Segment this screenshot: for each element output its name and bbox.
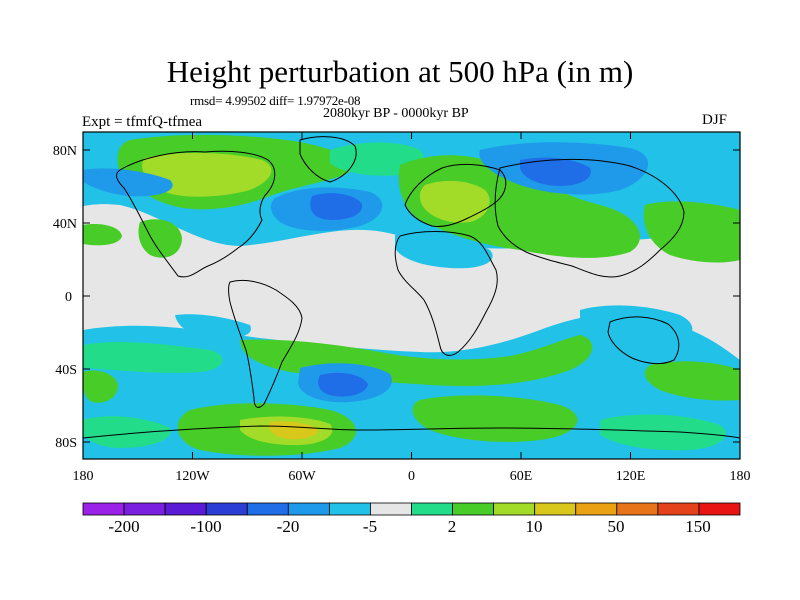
colorbar-swatch [287, 502, 330, 516]
lon-label-120w: 120W [175, 469, 210, 484]
stats-label: rmsd= 4.99502 diff= 1.97972e-08 [190, 93, 361, 108]
lon-label-60e: 60E [510, 469, 533, 484]
coast-asia [494, 158, 685, 278]
contour-green-pacific [83, 224, 122, 246]
lat-ticks [83, 149, 740, 443]
colorbar-swatch [123, 502, 166, 516]
lon-label-60w: 60W [288, 469, 316, 484]
contour-yellowgreen-namerica [142, 152, 272, 197]
lat-label-0: 0 [65, 290, 72, 305]
colorbar-swatch [616, 502, 659, 516]
colorbar-label-2: -100 [190, 517, 221, 536]
coast-antarctica [83, 425, 740, 439]
colorbar-swatch [411, 502, 453, 516]
contour-fill-layer [83, 132, 740, 459]
lon-label-180w: 180 [73, 469, 94, 484]
contour-darkblue-atlantic [310, 193, 363, 220]
colorbar-label-3: -20 [277, 517, 300, 536]
colorbar-swatch [164, 502, 207, 516]
lat-label-80s: 80S [55, 436, 77, 451]
contour-seagreen-antarctic-west [83, 416, 171, 448]
contour-seagreen-south-pacific [83, 342, 223, 373]
season-label: DJF [702, 112, 728, 128]
lat-label-40s: 40S [55, 363, 77, 378]
contour-seagreen-antarctic-east [600, 414, 726, 451]
colorbar-swatch [534, 502, 577, 516]
colorbar-label-8: 150 [685, 517, 711, 536]
lon-ticks [82, 132, 741, 459]
colorbar [82, 502, 741, 516]
colorbar-label-6: 10 [526, 517, 543, 536]
contour-green-south-indian [644, 361, 740, 401]
colorbar-swatch [575, 502, 618, 516]
coast-africa [394, 231, 498, 356]
period-label: 2080kyr BP - 0000kyr BP [323, 106, 469, 121]
colorbar-label-1: -200 [108, 517, 139, 536]
colorbar-swatch [205, 502, 248, 516]
contour-yellowgreen-europe [419, 180, 490, 223]
colorbar-label-7: 50 [608, 517, 625, 536]
contour-green-npacific2 [138, 219, 182, 258]
coastlines [83, 136, 740, 439]
contour-green-south-west [83, 370, 118, 403]
lon-label-180e: 180 [730, 469, 751, 484]
coast-europe [404, 163, 507, 227]
colorbar-label-5: 2 [448, 517, 457, 536]
colorbar-swatch [698, 502, 741, 516]
lon-label-0: 0 [408, 469, 415, 484]
contour-green-antarctic-east [412, 395, 578, 442]
coast-greenland [299, 136, 357, 183]
plot-title: Height perturbation at 500 hPa (in m) [166, 54, 634, 89]
contour-darkblue-siberia [520, 157, 591, 186]
colorbar-label-4: -5 [363, 517, 377, 536]
experiment-label: Expt = tfmfQ-tfmea [82, 114, 203, 130]
colorbar-swatch [328, 502, 371, 516]
colorbar-swatch [452, 502, 495, 516]
coast-australia [607, 316, 680, 365]
colorbar-swatch [657, 502, 700, 516]
colorbar-swatch [246, 502, 289, 516]
colorbar-swatch [493, 502, 536, 516]
lat-label-80n: 80N [53, 144, 77, 159]
contour-green-npacific-east [643, 201, 740, 263]
lon-label-120e: 120E [616, 469, 646, 484]
coast-north-america [116, 150, 276, 278]
lat-label-40n: 40N [53, 217, 77, 232]
contour-darkblue-south-atlantic [318, 372, 368, 397]
colorbar-swatch [82, 502, 125, 516]
contour-blue-pacific-north [83, 168, 173, 197]
contour-green-europe [398, 155, 640, 258]
contour-lightblue-africa-north [395, 234, 493, 269]
colorbar-swatch [370, 502, 412, 516]
contour-lightblue-pacific-south [175, 314, 251, 339]
contour-yellow-antarctic [268, 421, 318, 440]
coast-south-america [228, 279, 303, 408]
